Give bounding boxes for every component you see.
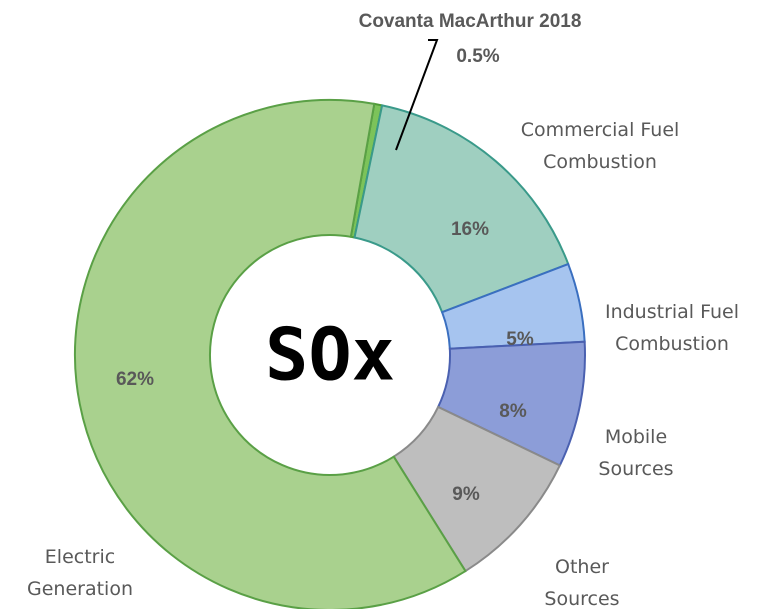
category-label: Commercial Fuel Combustion	[521, 119, 680, 173]
category-label: Other Sources	[544, 556, 619, 609]
slices	[74, 99, 586, 609]
value-label: 5%	[506, 329, 534, 350]
value-label: 0.5%	[456, 46, 499, 67]
value-label: 62%	[116, 369, 154, 390]
value-label: 9%	[452, 484, 480, 505]
category-label: Mobile Sources	[598, 426, 673, 480]
value-label: 8%	[499, 401, 527, 422]
category-label: Electric Generation	[27, 546, 133, 600]
center-label: SOx	[265, 313, 395, 397]
category-label: Industrial Fuel Combustion	[605, 301, 739, 355]
leader-line	[395, 39, 439, 151]
category-label: Covanta MacArthur 2018	[359, 11, 582, 32]
value-label: 16%	[451, 219, 489, 240]
slice	[74, 99, 467, 609]
slice	[353, 104, 570, 314]
